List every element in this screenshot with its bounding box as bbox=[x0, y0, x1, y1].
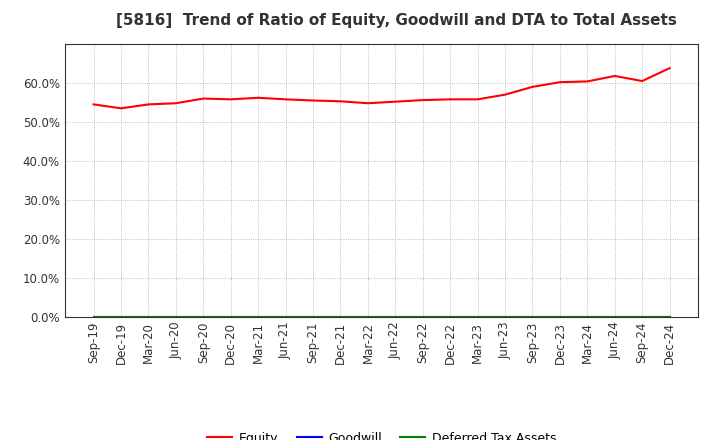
Deferred Tax Assets bbox=[473, 314, 482, 319]
Deferred Tax Assets bbox=[282, 314, 290, 319]
Equity bbox=[583, 79, 592, 84]
Goodwill bbox=[309, 314, 318, 319]
Deferred Tax Assets bbox=[199, 314, 207, 319]
Deferred Tax Assets bbox=[226, 314, 235, 319]
Deferred Tax Assets bbox=[89, 314, 98, 319]
Line: Equity: Equity bbox=[94, 68, 670, 108]
Deferred Tax Assets bbox=[117, 314, 125, 319]
Goodwill bbox=[583, 314, 592, 319]
Goodwill bbox=[226, 314, 235, 319]
Deferred Tax Assets bbox=[309, 314, 318, 319]
Goodwill bbox=[446, 314, 454, 319]
Deferred Tax Assets bbox=[391, 314, 400, 319]
Deferred Tax Assets bbox=[418, 314, 427, 319]
Deferred Tax Assets bbox=[611, 314, 619, 319]
Goodwill bbox=[556, 314, 564, 319]
Equity bbox=[309, 98, 318, 103]
Goodwill bbox=[336, 314, 345, 319]
Legend: Equity, Goodwill, Deferred Tax Assets: Equity, Goodwill, Deferred Tax Assets bbox=[202, 427, 561, 440]
Deferred Tax Assets bbox=[528, 314, 537, 319]
Equity bbox=[473, 97, 482, 102]
Goodwill bbox=[391, 314, 400, 319]
Deferred Tax Assets bbox=[254, 314, 263, 319]
Equity bbox=[282, 97, 290, 102]
Equity bbox=[446, 97, 454, 102]
Equity bbox=[556, 80, 564, 85]
Goodwill bbox=[282, 314, 290, 319]
Goodwill bbox=[117, 314, 125, 319]
Equity bbox=[418, 98, 427, 103]
Deferred Tax Assets bbox=[364, 314, 372, 319]
Equity bbox=[171, 101, 180, 106]
Goodwill bbox=[144, 314, 153, 319]
Equity bbox=[199, 96, 207, 101]
Goodwill bbox=[254, 314, 263, 319]
Goodwill bbox=[418, 314, 427, 319]
Goodwill bbox=[364, 314, 372, 319]
Equity bbox=[254, 95, 263, 100]
Deferred Tax Assets bbox=[556, 314, 564, 319]
Goodwill bbox=[199, 314, 207, 319]
Equity bbox=[117, 106, 125, 111]
Equity bbox=[500, 92, 509, 97]
Equity bbox=[226, 97, 235, 102]
Equity bbox=[611, 73, 619, 79]
Text: [5816]  Trend of Ratio of Equity, Goodwill and DTA to Total Assets: [5816] Trend of Ratio of Equity, Goodwil… bbox=[116, 13, 676, 28]
Equity bbox=[144, 102, 153, 107]
Equity bbox=[364, 101, 372, 106]
Deferred Tax Assets bbox=[583, 314, 592, 319]
Goodwill bbox=[89, 314, 98, 319]
Equity bbox=[638, 78, 647, 84]
Goodwill bbox=[611, 314, 619, 319]
Deferred Tax Assets bbox=[638, 314, 647, 319]
Deferred Tax Assets bbox=[144, 314, 153, 319]
Goodwill bbox=[638, 314, 647, 319]
Deferred Tax Assets bbox=[665, 314, 674, 319]
Deferred Tax Assets bbox=[446, 314, 454, 319]
Deferred Tax Assets bbox=[500, 314, 509, 319]
Goodwill bbox=[171, 314, 180, 319]
Deferred Tax Assets bbox=[171, 314, 180, 319]
Equity bbox=[528, 84, 537, 89]
Deferred Tax Assets bbox=[336, 314, 345, 319]
Goodwill bbox=[473, 314, 482, 319]
Goodwill bbox=[665, 314, 674, 319]
Equity bbox=[665, 66, 674, 71]
Equity bbox=[391, 99, 400, 104]
Equity bbox=[89, 102, 98, 107]
Equity bbox=[336, 99, 345, 104]
Goodwill bbox=[528, 314, 537, 319]
Goodwill bbox=[500, 314, 509, 319]
